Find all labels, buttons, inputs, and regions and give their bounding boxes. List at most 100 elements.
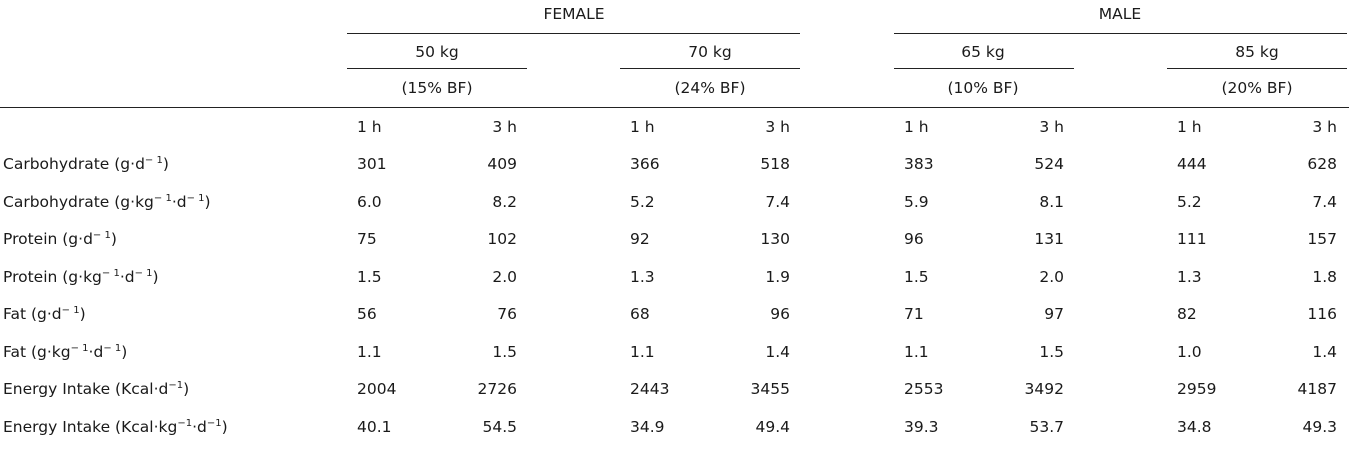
subgroup-weight-male-2: 85 kg (1235, 43, 1279, 61)
value-cell: 301 (357, 155, 387, 173)
value-cell: 1.8 (1312, 267, 1337, 286)
row-label-base: Protein (g·kg (3, 267, 102, 286)
value-cell: 71 (904, 305, 924, 323)
value-cell: 5.2 (1177, 192, 1202, 211)
row-label-sup1: − 1 (101, 267, 120, 279)
value-cell: 68 (630, 305, 650, 323)
subgroup-rule (1167, 68, 1347, 69)
value-cell: 1.5 (492, 342, 517, 361)
row-label-sup1: −1 (168, 380, 184, 391)
row-label-sup1: − 1 (153, 192, 172, 204)
value-cell: 4187 (1297, 380, 1337, 398)
row-label: Carbohydrate (g·d− 1) (3, 154, 169, 174)
row-label-mid: ·d (119, 267, 135, 286)
value-cell: 1.1 (630, 342, 655, 361)
value-cell: 56 (357, 305, 377, 323)
value-cell: 383 (904, 155, 934, 173)
value-cell: 116 (1307, 305, 1337, 323)
subgroup-weight-female-1: 50 kg (415, 43, 459, 61)
row-label-end: ) (79, 305, 86, 323)
value-cell: 3455 (750, 380, 790, 398)
value-cell: 76 (497, 305, 517, 323)
value-cell: 2443 (630, 380, 670, 398)
row-label-sup1: − 1 (61, 305, 80, 316)
row-label-end: ) (162, 155, 169, 173)
value-cell: 7.4 (765, 192, 790, 211)
row-label: Carbohydrate (g·kg− 1·d− 1) (3, 192, 211, 212)
row-label-base: Energy Intake (Kcal·kg (3, 417, 178, 436)
value-cell: 1.5 (357, 267, 382, 286)
group-rule-male (894, 33, 1347, 34)
value-cell: 1.5 (904, 267, 929, 286)
row-label: Protein (g·kg− 1·d− 1) (3, 267, 159, 287)
value-cell: 34.9 (630, 417, 665, 436)
value-cell: 96 (904, 230, 924, 248)
row-label-sup2: − 1 (134, 267, 153, 279)
row-label-mid: ·d (192, 417, 207, 436)
value-cell: 1.0 (1177, 342, 1202, 361)
row-label: Protein (g·d− 1) (3, 229, 117, 249)
subgroup-weight-female-2: 70 kg (688, 43, 732, 61)
value-cell: 628 (1307, 155, 1337, 173)
value-cell: 8.2 (492, 192, 517, 211)
value-cell: 1.3 (1177, 267, 1202, 286)
value-cell: 8.1 (1039, 192, 1064, 211)
value-cell: 518 (760, 155, 790, 173)
duration-cell: 3 h (492, 118, 517, 136)
value-cell: 96 (770, 305, 790, 323)
value-cell: 1.1 (357, 342, 382, 361)
value-cell: 444 (1177, 155, 1207, 173)
value-cell: 1.4 (1312, 342, 1337, 361)
value-cell: 97 (1044, 305, 1064, 323)
value-cell: 2.0 (1039, 267, 1064, 286)
value-cell: 157 (1307, 230, 1337, 248)
subgroup-bf-female-1: (15% BF) (401, 79, 473, 97)
value-cell: 111 (1177, 230, 1207, 248)
value-cell: 6.0 (357, 192, 382, 211)
row-label-end: ) (152, 267, 159, 286)
value-cell: 7.4 (1312, 192, 1337, 211)
value-cell: 366 (630, 155, 660, 173)
row-label-sup1: −1 (177, 417, 193, 429)
row-label-mid: ·d (88, 342, 104, 361)
row-label-sup1: − 1 (70, 342, 89, 354)
row-label-base: Energy Intake (Kcal·d (3, 380, 169, 398)
subgroup-rule (347, 68, 527, 69)
value-cell: 1.1 (904, 342, 929, 361)
row-label-end: ) (110, 230, 117, 248)
subgroup-rule (894, 68, 1074, 69)
subgroup-rule (620, 68, 800, 69)
value-cell: 102 (487, 230, 517, 248)
row-label-sup2: − 1 (186, 192, 205, 204)
row-label-sup1: − 1 (144, 155, 163, 166)
duration-cell: 3 h (765, 118, 790, 136)
value-cell: 34.8 (1177, 417, 1212, 436)
row-label: Fat (g·kg− 1·d− 1) (3, 342, 127, 362)
row-label-end: ) (221, 417, 228, 436)
value-cell: 2959 (1177, 380, 1217, 398)
value-cell: 75 (357, 230, 377, 248)
value-cell: 524 (1034, 155, 1064, 173)
value-cell: 49.4 (755, 417, 790, 436)
row-label-base: Carbohydrate (g·kg (3, 192, 154, 211)
value-cell: 39.3 (904, 417, 939, 436)
row-label-end: ) (183, 380, 190, 398)
value-cell: 5.9 (904, 192, 929, 211)
value-cell: 82 (1177, 305, 1197, 323)
duration-cell: 3 h (1312, 118, 1337, 136)
value-cell: 1.3 (630, 267, 655, 286)
value-cell: 1.4 (765, 342, 790, 361)
row-label-mid: ·d (171, 192, 187, 211)
subgroup-weight-male-1: 65 kg (961, 43, 1005, 61)
header-rule (0, 107, 1349, 108)
duration-cell: 1 h (1177, 118, 1202, 136)
duration-cell: 1 h (357, 118, 382, 136)
value-cell: 5.2 (630, 192, 655, 211)
duration-cell: 1 h (630, 118, 655, 136)
group-rule-female (347, 33, 800, 34)
row-label-base: Protein (g·d (3, 230, 93, 248)
value-cell: 2004 (357, 380, 397, 398)
value-cell: 2.0 (492, 267, 517, 286)
subgroup-bf-male-2: (20% BF) (1221, 79, 1293, 97)
value-cell: 54.5 (482, 417, 517, 436)
